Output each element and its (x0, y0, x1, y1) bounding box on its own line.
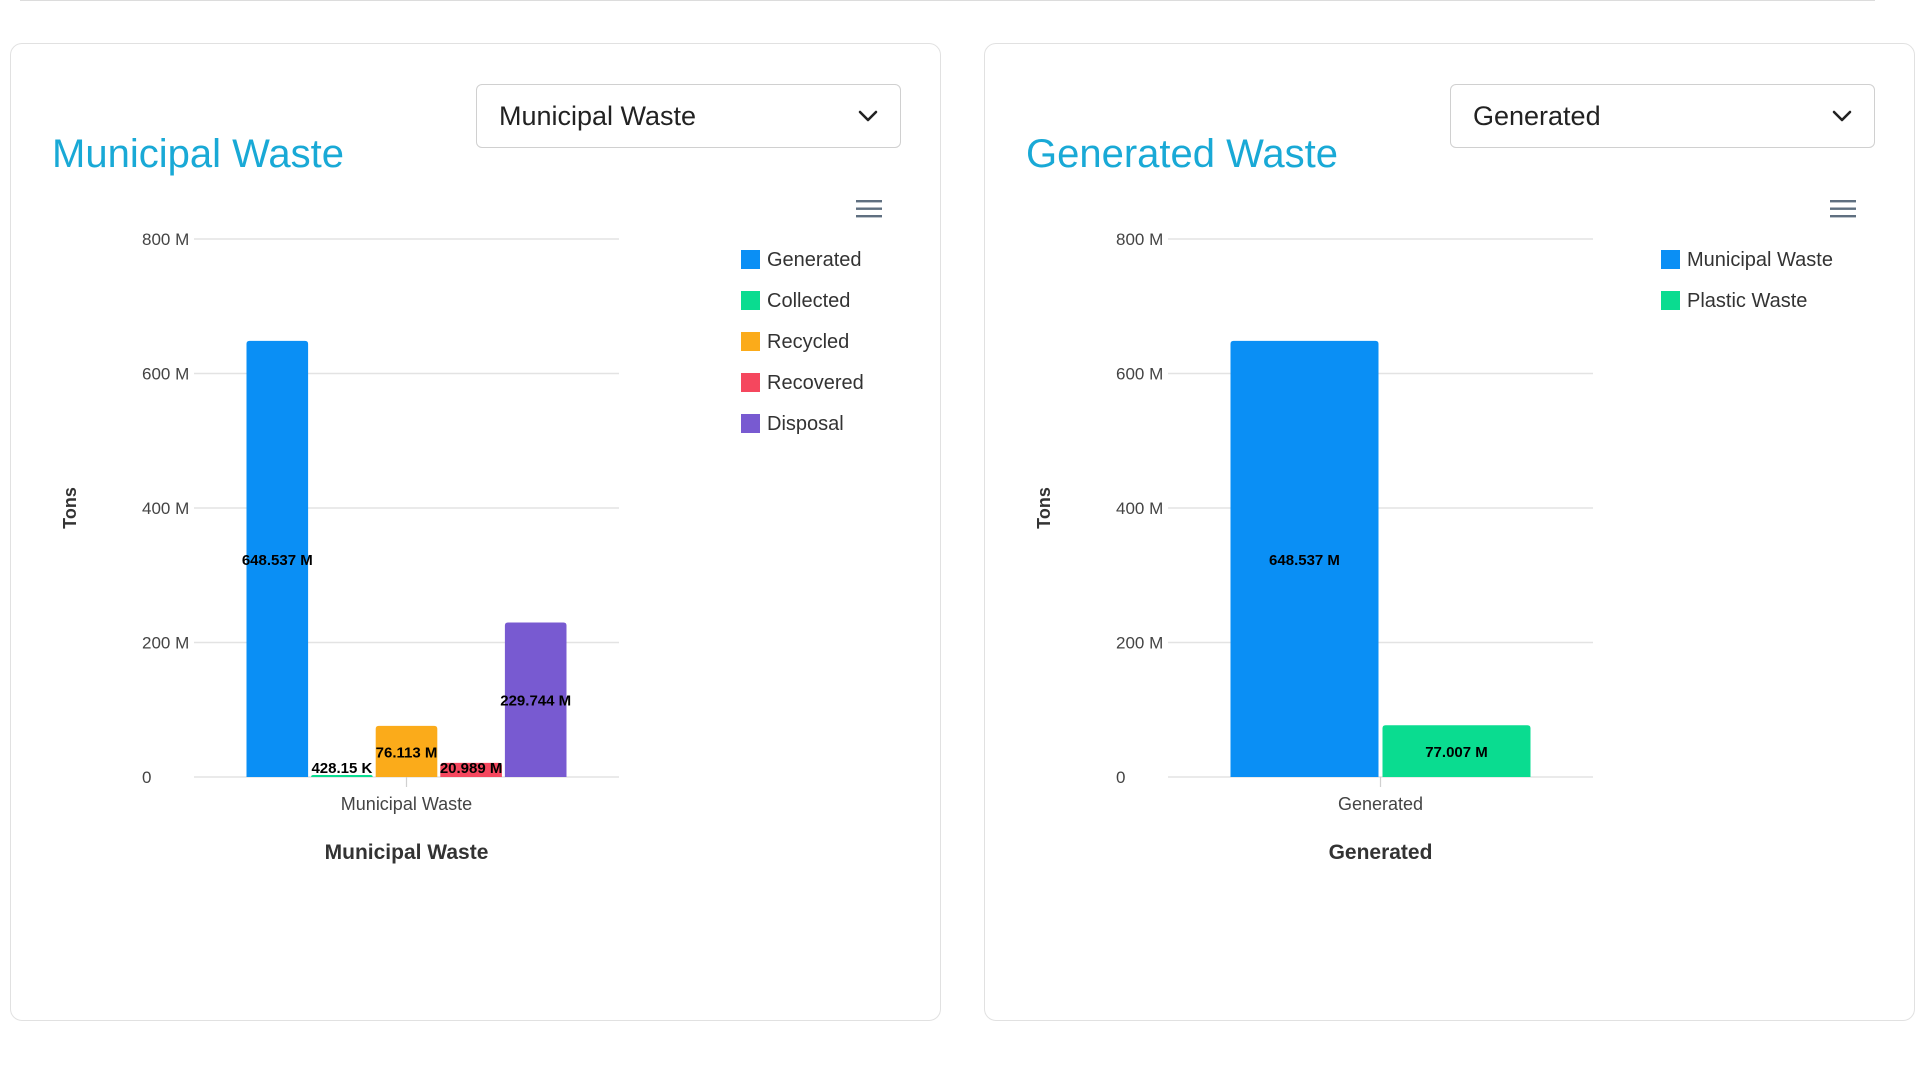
y-tick-label: 200 M (142, 634, 189, 653)
bar-collected (311, 775, 373, 777)
y-tick-label: 600 M (142, 365, 189, 384)
chevron-down-icon (1832, 110, 1852, 122)
bar-generated (246, 340, 309, 777)
y-axis-title: Tons (60, 487, 80, 529)
bar-chart: 0 200 M 400 M 600 M 800 M Municipal Waste Muni… (60, 230, 864, 864)
legend-swatch (741, 250, 760, 269)
category-select[interactable]: Generated (1450, 84, 1875, 148)
data-label: 77.007 M (1425, 744, 1488, 761)
x-tick-label: Generated (1338, 794, 1423, 814)
legend-swatch (1661, 291, 1680, 310)
legend-swatch (1661, 250, 1680, 269)
legend-label: Disposal (767, 413, 844, 435)
bar-chart: 0 200 M 400 M 600 M 800 M Generated Generated T… (1034, 230, 1833, 864)
municipal-waste-card: Municipal Waste Municipal Waste 0 200 M 40… (10, 43, 941, 1021)
legend-label: Plastic Waste (1687, 290, 1807, 312)
legend-swatch (741, 332, 760, 351)
x-tick-label: Municipal Waste (341, 794, 472, 814)
card-title: Municipal Waste (52, 132, 344, 176)
legend-swatch (741, 291, 760, 310)
legend-label: Recovered (767, 372, 864, 394)
bar-recycled (375, 725, 438, 777)
y-tick-label: 400 M (142, 499, 189, 518)
category-select[interactable]: Municipal Waste (476, 84, 901, 148)
legend-swatch (741, 414, 760, 433)
legend-label: Collected (767, 290, 850, 312)
data-label: 648.537 M (242, 552, 313, 569)
y-tick-label: 400 M (1116, 499, 1163, 518)
top-divider (20, 0, 1875, 1)
data-label: 648.537 M (1269, 552, 1340, 569)
hamburger-menu-icon[interactable] (1830, 199, 1856, 219)
bar-municipal-waste (1230, 340, 1379, 777)
data-label: 428.15 K (311, 760, 372, 777)
hamburger-menu-icon[interactable] (856, 199, 882, 219)
select-value: Municipal Waste (499, 100, 697, 131)
y-tick-label: 800 M (1116, 230, 1163, 249)
data-label: 76.113 M (376, 744, 438, 761)
y-tick-label: 0 (1116, 768, 1125, 787)
x-axis-title: Municipal Waste (325, 841, 489, 864)
data-label: 229.744 M (500, 693, 571, 710)
card-title: Generated Waste (1026, 132, 1339, 176)
chevron-down-icon (858, 110, 878, 122)
legend-label: Generated (767, 249, 862, 271)
x-axis-title: Generated (1329, 841, 1433, 864)
y-axis-title: Tons (1034, 487, 1054, 529)
legend-label: Recycled (767, 331, 849, 353)
y-tick-label: 200 M (1116, 634, 1163, 653)
y-tick-label: 0 (142, 768, 151, 787)
bar-disposal (504, 622, 567, 777)
y-tick-label: 800 M (142, 230, 189, 249)
bar-recovered (440, 762, 502, 777)
select-value: Generated (1473, 100, 1601, 131)
data-label: 20.989 M (440, 760, 503, 777)
legend-label: Municipal Waste (1687, 249, 1833, 271)
generated-waste-card: Generated Waste Generated 0 200 M 400 M 600… (984, 43, 1915, 1021)
y-tick-label: 600 M (1116, 365, 1163, 384)
legend-swatch (741, 373, 760, 392)
bar-plastic-waste (1382, 725, 1531, 777)
